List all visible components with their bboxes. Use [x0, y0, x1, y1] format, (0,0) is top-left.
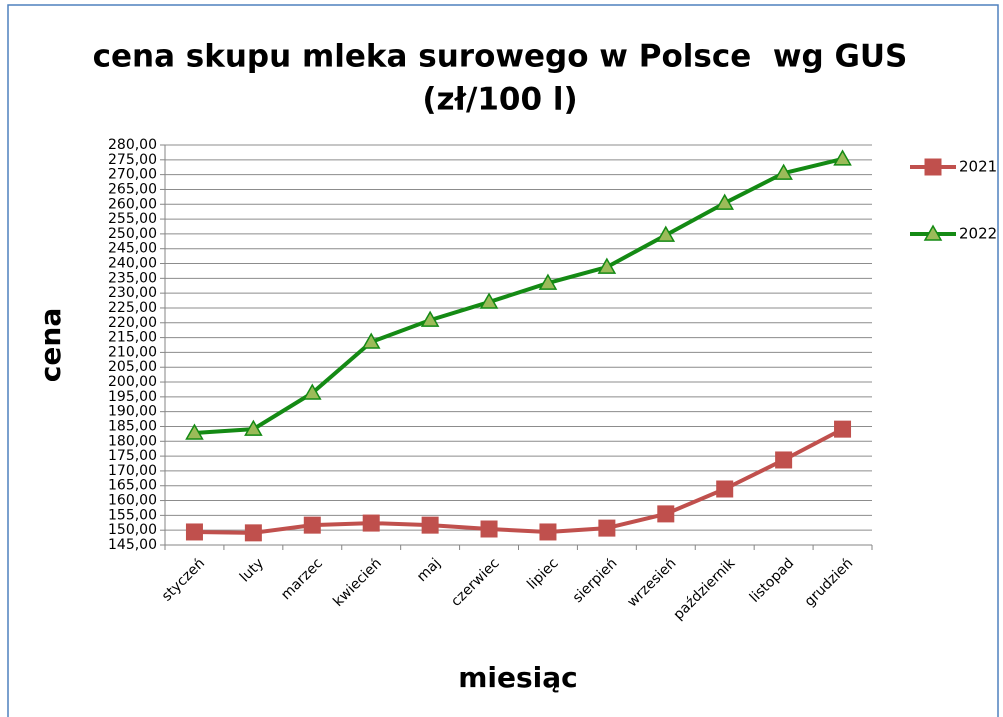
y-tick-label: 185,00 [108, 418, 157, 434]
y-tick-label: 265,00 [108, 181, 157, 197]
marker [479, 292, 499, 309]
legend-marker [924, 158, 942, 176]
y-tick-label: 250,00 [108, 226, 157, 242]
legend-label: 2022 [959, 225, 997, 243]
chart-title: (zł/100 l) [422, 82, 577, 118]
y-tick-label: 180,00 [108, 433, 157, 449]
marker [185, 423, 204, 440]
y-tick-label: 210,00 [108, 344, 157, 360]
marker [775, 451, 793, 469]
y-tick-label: 215,00 [108, 330, 157, 346]
y-tick-label: 145,00 [108, 537, 157, 553]
marker [302, 383, 322, 400]
marker [834, 420, 852, 438]
y-tick-label: 170,00 [108, 463, 157, 479]
chart-title: cena skupu mleka surowego w Polsce wg GU… [93, 39, 908, 75]
y-tick-label: 245,00 [108, 241, 157, 257]
marker [657, 505, 675, 523]
marker [716, 480, 734, 498]
series-line [194, 156, 844, 435]
y-tick-label: 175,00 [108, 448, 157, 464]
marker [480, 520, 498, 538]
marker [244, 524, 262, 542]
y-tick-label: 190,00 [108, 404, 157, 420]
y-tick-label: 160,00 [108, 493, 157, 509]
marker [656, 225, 676, 242]
marker [303, 516, 321, 534]
y-tick-label: 225,00 [108, 300, 157, 316]
marker [715, 193, 735, 210]
y-tick-label: 155,00 [108, 507, 157, 523]
marker [597, 257, 617, 274]
y-tick-label: 205,00 [108, 359, 157, 375]
marker [538, 273, 558, 290]
legend-label: 2021 [959, 158, 997, 176]
y-tick-label: 220,00 [108, 315, 157, 331]
marker [420, 310, 440, 327]
y-tick-label: 230,00 [108, 285, 157, 301]
series-line [194, 427, 844, 535]
marker [185, 523, 203, 541]
y-tick-label: 150,00 [108, 522, 157, 538]
y-tick-label: 195,00 [108, 389, 157, 405]
marker [833, 149, 852, 166]
marker [598, 519, 616, 537]
x-axis-title: miesiąc [458, 661, 578, 694]
legend-marker [923, 224, 943, 241]
y-tick-label: 235,00 [108, 270, 157, 286]
marker [362, 514, 380, 532]
y-tick-label: 270,00 [108, 167, 157, 183]
marker [361, 332, 381, 349]
chart-border [7, 4, 999, 717]
y-tick-label: 280,00 [108, 137, 157, 153]
marker [774, 163, 793, 180]
y-tick-label: 165,00 [108, 478, 157, 494]
y-axis-title: cena [34, 308, 67, 382]
y-tick-label: 275,00 [108, 152, 157, 168]
y-tick-label: 255,00 [108, 211, 157, 227]
marker [421, 516, 439, 534]
y-tick-label: 240,00 [108, 256, 157, 272]
y-tick-label: 200,00 [108, 374, 157, 390]
marker [244, 419, 263, 436]
marker [539, 523, 557, 541]
y-tick-label: 260,00 [108, 196, 157, 212]
